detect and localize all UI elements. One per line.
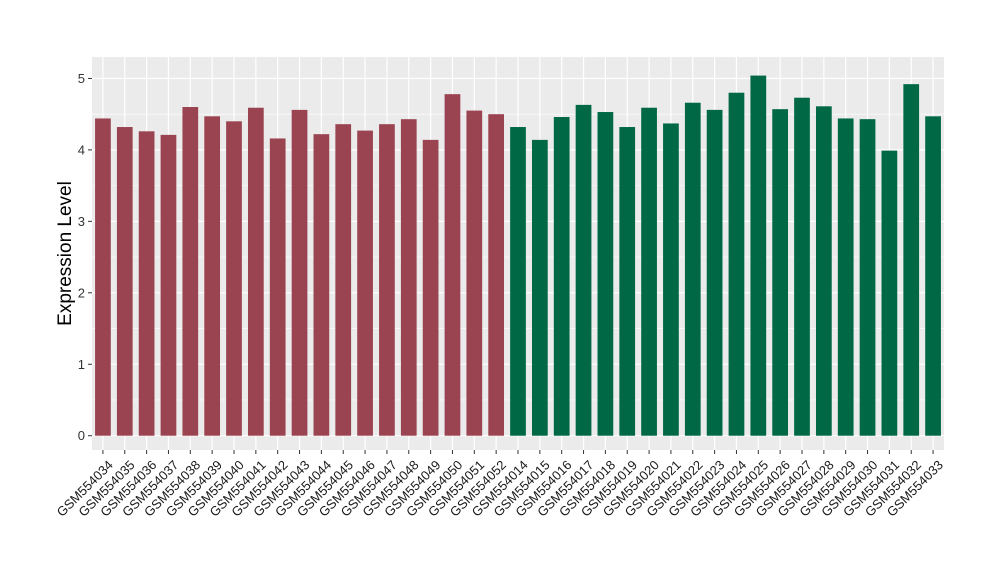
bar-GSM554030 [859,119,876,436]
bar-GSM554025 [750,75,767,436]
bar-GSM554020 [641,107,657,436]
y-tick-label: 3 [78,214,85,229]
bar-GSM554036 [138,131,155,436]
bar-GSM554019 [619,127,636,436]
bar-GSM554028 [815,106,832,436]
bar-GSM554026 [772,109,789,436]
y-axis-title: Expression Level [55,181,76,326]
y-tick-label: 4 [78,142,85,157]
bar-GSM554041 [247,107,264,436]
bar-GSM554040 [226,121,242,436]
bar-GSM554029 [837,118,854,436]
bar-GSM554039 [204,116,221,436]
bar-GSM554021 [663,123,679,436]
bar-GSM554016 [553,117,570,436]
bar-GSM554038 [182,107,199,436]
bar-GSM554017 [575,104,592,436]
bar-GSM554046 [357,130,373,436]
bar-GSM554034 [95,118,111,436]
y-tick-label: 0 [78,428,85,443]
bar-GSM554035 [116,127,133,436]
bar-GSM554044 [313,134,330,436]
bar-GSM554027 [794,97,810,436]
bar-GSM554032 [903,84,920,436]
bar-GSM554037 [160,134,177,436]
bar-GSM554033 [925,116,941,436]
bar-GSM554048 [400,119,417,436]
bar-GSM554052 [488,114,505,436]
bar-GSM554045 [335,124,352,436]
bar-GSM554043 [291,109,308,436]
y-tick-label: 5 [78,71,85,86]
y-axis: 0 1 2 3 4 5 [78,71,92,443]
x-axis: GSM554034GSM554035GSM554036GSM554037GSM5… [54,450,946,520]
bar-GSM554031 [881,150,898,436]
bar-GSM554049 [422,139,439,436]
bar-GSM554047 [379,124,395,436]
bar-GSM554042 [269,138,286,436]
bar-GSM554018 [597,112,614,436]
bars [95,75,941,436]
y-tick-label: 1 [78,357,85,372]
bar-GSM554050 [444,94,461,436]
bar-GSM554015 [531,139,548,436]
bar-GSM554023 [706,109,723,436]
bar-GSM554022 [684,102,701,436]
bar-GSM554014 [510,127,526,436]
y-tick-label: 2 [78,285,85,300]
bar-GSM554051 [466,110,483,436]
bar-GSM554024 [728,92,745,436]
